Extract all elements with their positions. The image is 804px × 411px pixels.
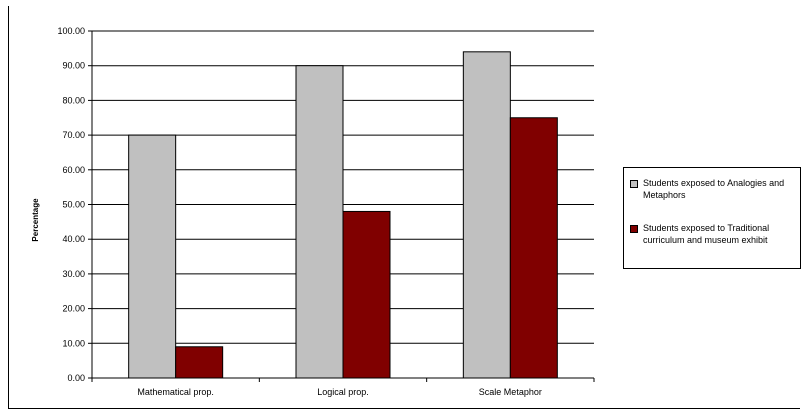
chart-frame (8, 6, 800, 409)
y-tick-label: 90.00 (62, 61, 85, 71)
y-tick-label: 40.00 (62, 234, 85, 244)
x-tick-label: Scale Metaphor (479, 387, 542, 397)
y-tick-label: 100.00 (57, 26, 85, 36)
bar (175, 346, 224, 379)
y-tick-label: 50.00 (62, 200, 85, 210)
axes: 0.00 10.00 20.00 30.00 40.00 50.00 60.00 70.00 8… (57, 26, 595, 397)
y-tick-label: 80.00 (62, 95, 85, 105)
legend-swatch-gray (630, 180, 638, 188)
x-tick-label: Logical prop. (317, 387, 369, 397)
bar (342, 210, 391, 379)
legend-item-analogies: Students exposed to Analogies and Metaph… (630, 177, 797, 201)
y-axis-label: Percentage (31, 198, 40, 242)
y-tick-label: 20.00 (62, 304, 85, 314)
y-tick-label: 0.00 (67, 373, 85, 383)
legend-label: Students exposed to Traditional curricul… (643, 223, 770, 245)
legend: Students exposed to Analogies and Metaph… (623, 167, 801, 269)
bar (509, 117, 558, 379)
y-tick-label: 60.00 (62, 165, 85, 175)
y-tick-label: 10.00 (62, 338, 85, 348)
legend-swatch-maroon (630, 225, 638, 233)
bar (295, 65, 344, 379)
legend-item-traditional: Students exposed to Traditional curricul… (630, 222, 797, 246)
x-tick-label: Mathematical prop. (137, 387, 214, 397)
legend-label: Students exposed to Analogies and Metaph… (643, 178, 785, 200)
bar (462, 51, 511, 379)
y-tick-label: 30.00 (62, 269, 85, 279)
bars (128, 51, 558, 379)
bar (128, 134, 177, 379)
y-tick-label: 70.00 (62, 130, 85, 140)
